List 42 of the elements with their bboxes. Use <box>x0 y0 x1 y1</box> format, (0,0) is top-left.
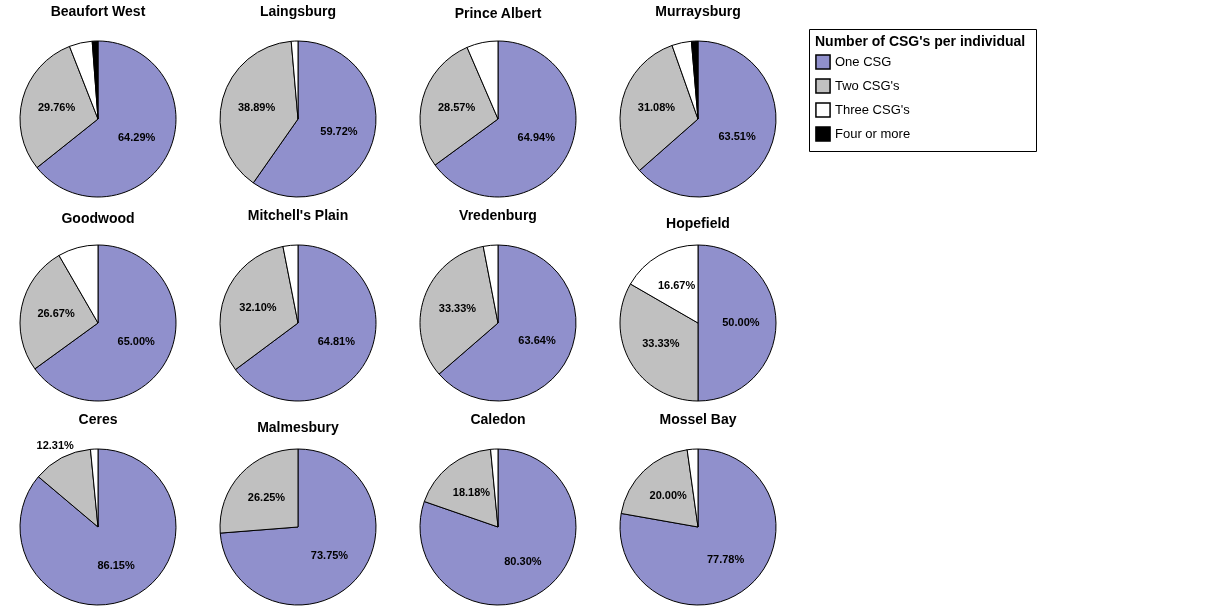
chart-title: Caledon <box>470 411 526 428</box>
data-label: 16.67% <box>657 278 696 291</box>
chart-title: Laingsburg <box>259 3 337 20</box>
data-label: 64.94% <box>517 131 556 144</box>
data-label: 29.76% <box>37 100 76 113</box>
chart-title: Beaufort West <box>50 3 146 20</box>
data-label: 12.31% <box>36 438 75 451</box>
data-label: 26.25% <box>247 490 286 503</box>
data-label: 63.64% <box>518 333 556 346</box>
data-label: 65.00% <box>117 335 156 348</box>
data-label: 32.10% <box>239 300 277 313</box>
data-label: 73.75% <box>310 549 349 562</box>
data-label: 18.18% <box>452 486 491 499</box>
data-label: 50.00% <box>722 316 760 328</box>
legend-label: Three CSG's <box>835 102 911 117</box>
data-label: 59.72% <box>320 124 358 137</box>
data-label: 20.00% <box>649 489 688 502</box>
data-label: 63.51% <box>718 129 756 142</box>
chart-title: Malmesbury <box>257 419 340 435</box>
chart-title: Goodwood <box>61 210 135 227</box>
data-label: 64.29% <box>117 130 156 143</box>
chart-title: Vredenburg <box>459 207 537 224</box>
chart-title: Mitchell's Plain <box>247 207 349 224</box>
data-label: 64.81% <box>317 335 356 348</box>
data-label: 86.15% <box>97 558 135 571</box>
data-label: 80.30% <box>504 554 542 567</box>
legend-title: Number of CSG's per individual <box>815 33 1026 49</box>
chart-title: Mossel Bay <box>659 411 737 428</box>
legend-label: Four or more <box>835 126 911 141</box>
data-label: 31.08% <box>637 101 676 114</box>
data-label: 33.33% <box>438 301 477 314</box>
chart-title: Prince Albert <box>454 4 542 21</box>
chart-title: Ceres <box>78 411 118 428</box>
data-label: 26.67% <box>37 307 75 320</box>
legend-label: Two CSG's <box>835 78 901 93</box>
data-label: 28.57% <box>437 100 476 113</box>
data-label: 33.33% <box>642 337 680 350</box>
data-label: 77.78% <box>706 552 745 565</box>
legend-label: One CSG <box>835 54 892 69</box>
chart-title: Murraysburg <box>655 3 741 20</box>
chart-title: Hopefield <box>666 215 730 231</box>
data-label: 38.89% <box>237 100 276 113</box>
